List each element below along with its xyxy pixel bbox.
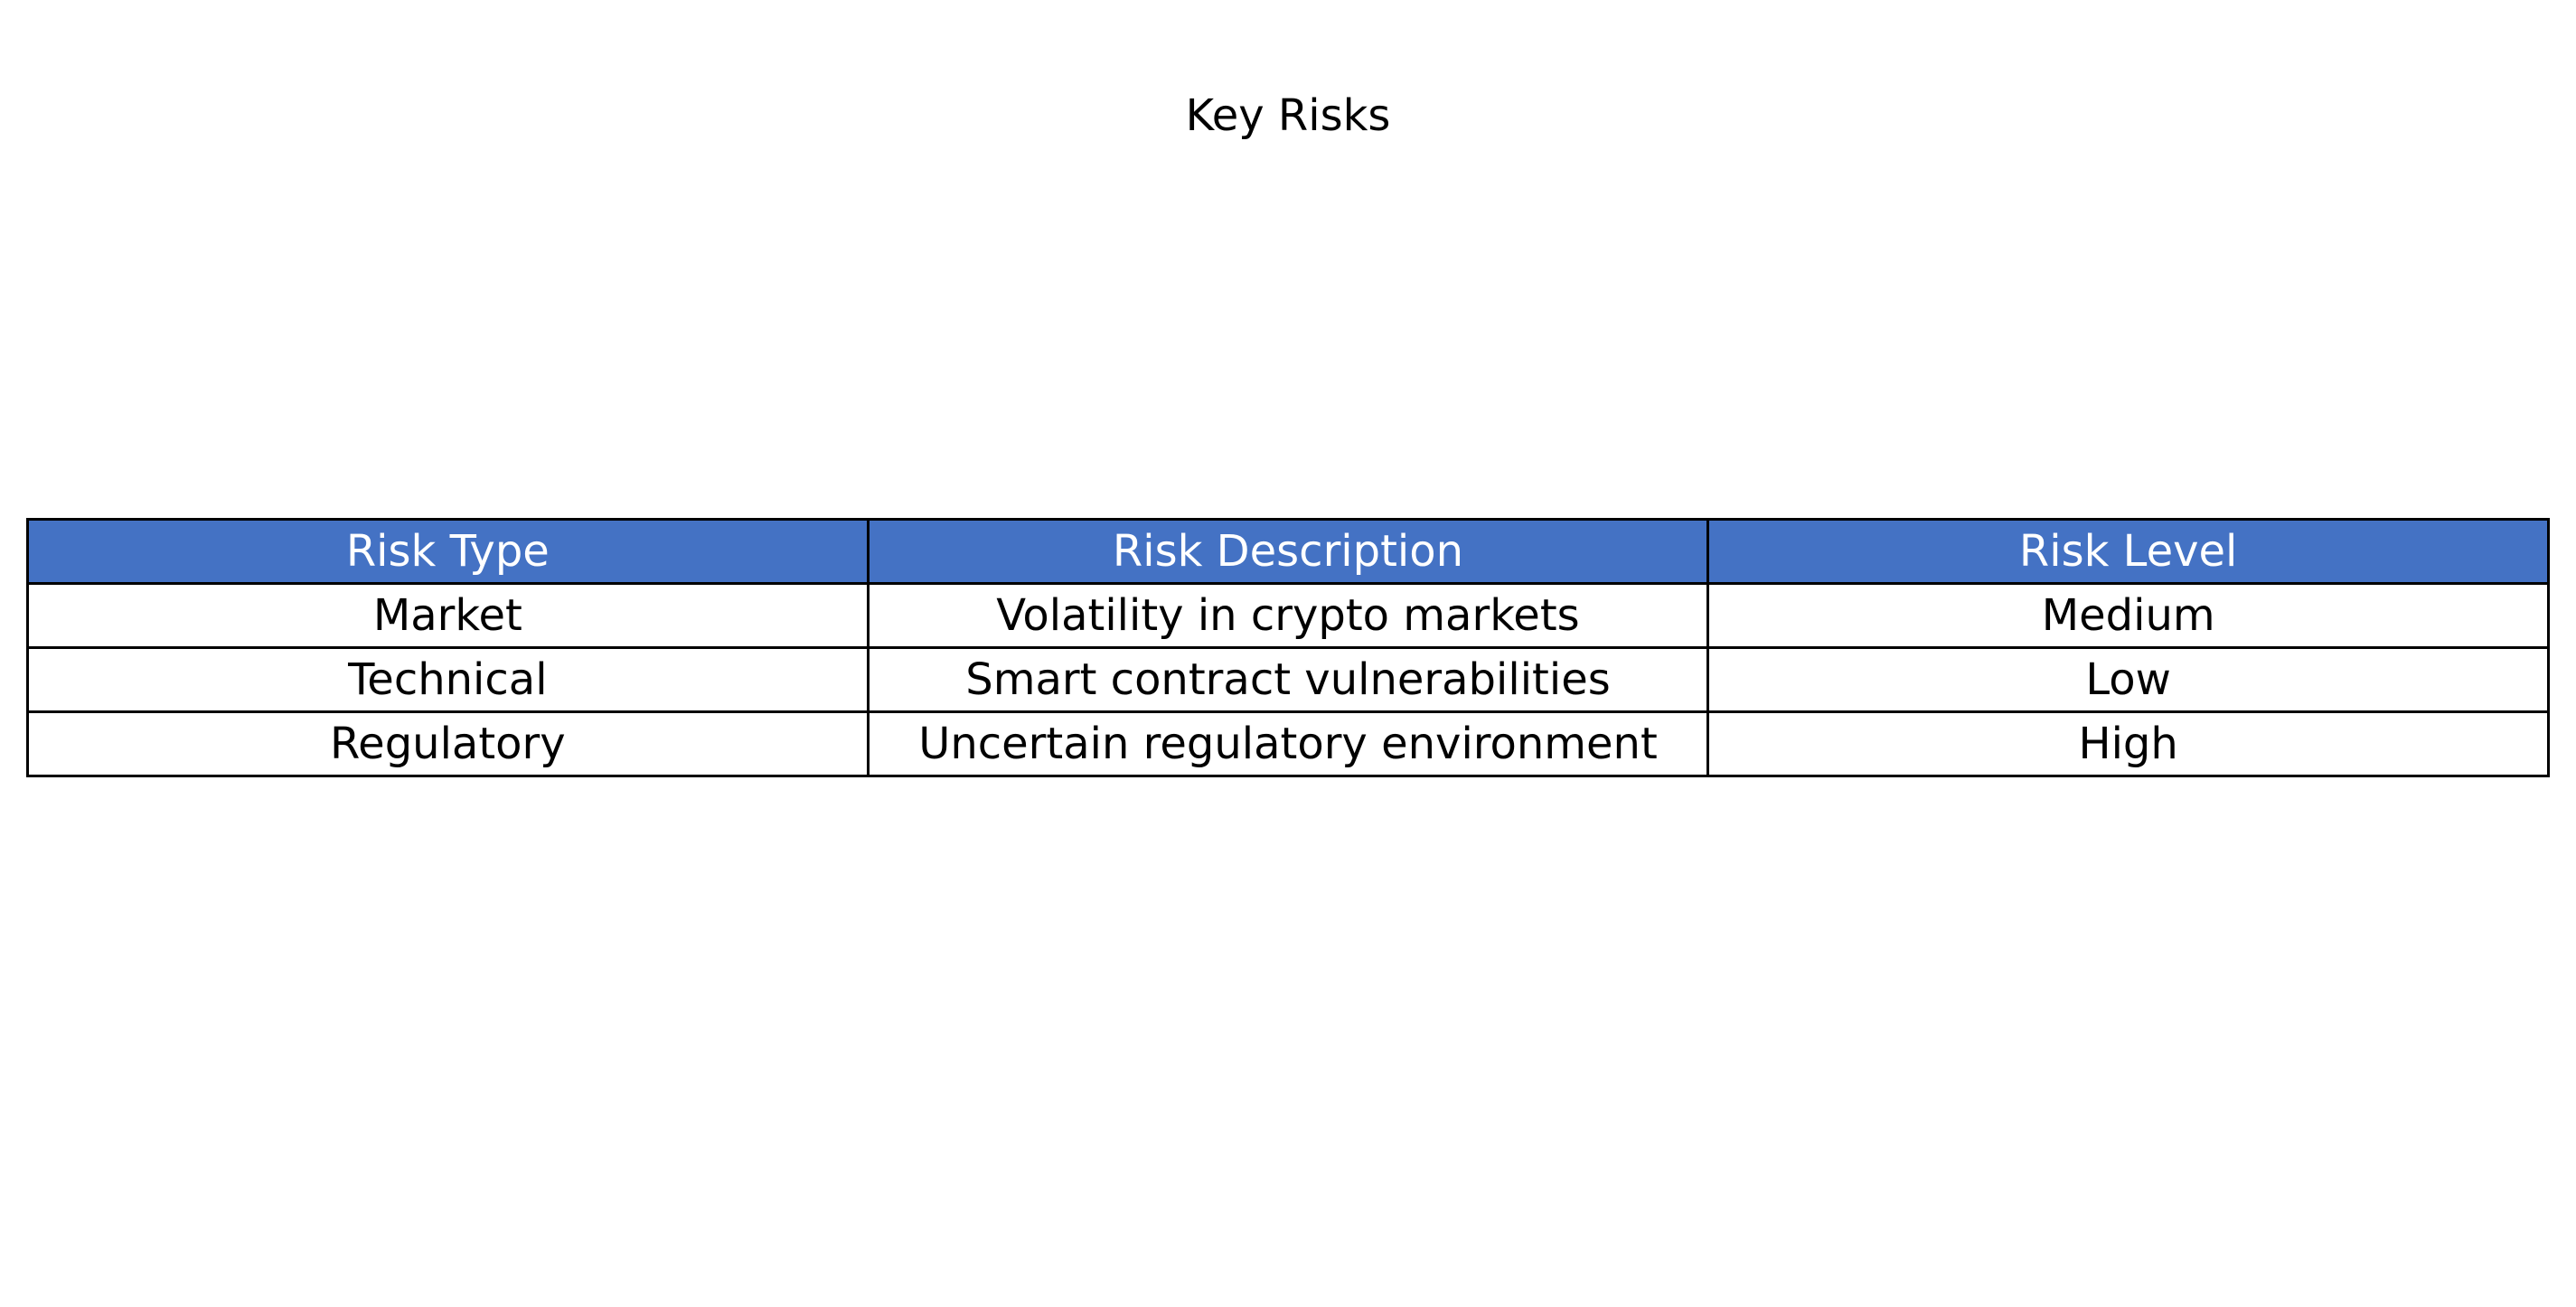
header-cell-risk-type: Risk Type [26,518,870,585]
cell-risk-level: High [1706,710,2550,777]
table-row: Regulatory Uncertain regulatory environm… [26,710,2550,777]
table-row: Technical Smart contract vulnerabilities… [26,646,2550,713]
cell-risk-level: Low [1706,646,2550,713]
cell-risk-type: Regulatory [26,710,870,777]
chart-title: Key Risks [1185,90,1391,141]
cell-risk-level: Medium [1706,582,2550,649]
cell-risk-type: Market [26,582,870,649]
header-cell-risk-description: Risk Description [866,518,1710,585]
cell-risk-description: Smart contract vulnerabilities [866,646,1710,713]
risk-table: Risk Type Risk Description Risk Level Ma… [26,518,2550,777]
table-row: Market Volatility in crypto markets Medi… [26,582,2550,649]
header-cell-risk-level: Risk Level [1706,518,2550,585]
table-header-row: Risk Type Risk Description Risk Level [26,518,2550,585]
cell-risk-description: Volatility in crypto markets [866,582,1710,649]
cell-risk-description: Uncertain regulatory environment [866,710,1710,777]
cell-risk-type: Technical [26,646,870,713]
